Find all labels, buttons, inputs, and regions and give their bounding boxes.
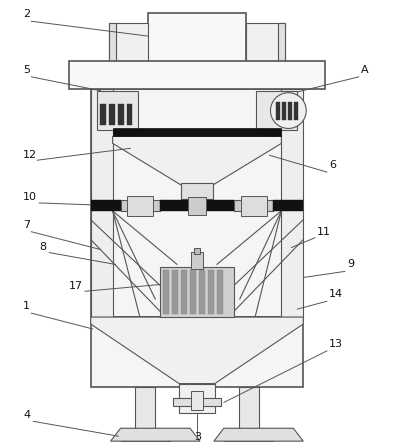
Bar <box>160 267 234 317</box>
Text: 3: 3 <box>194 432 201 442</box>
Bar <box>245 23 285 63</box>
Bar <box>181 183 213 199</box>
Bar <box>126 103 132 126</box>
Text: A: A <box>361 65 368 75</box>
Bar <box>109 23 149 63</box>
Bar <box>217 270 223 314</box>
Bar <box>91 89 113 317</box>
Bar <box>288 102 292 119</box>
Bar <box>173 398 221 406</box>
Bar <box>121 433 170 441</box>
Bar <box>100 103 106 126</box>
Text: 11: 11 <box>317 227 331 237</box>
Text: 5: 5 <box>23 65 30 75</box>
Bar <box>208 270 214 314</box>
Bar <box>179 384 215 413</box>
Polygon shape <box>91 317 303 384</box>
Bar <box>121 200 160 211</box>
Bar <box>136 387 155 436</box>
Polygon shape <box>214 428 303 441</box>
Bar <box>69 61 325 89</box>
Bar <box>128 196 153 216</box>
Text: 2: 2 <box>23 9 30 19</box>
Bar <box>234 200 273 211</box>
Bar <box>191 252 203 270</box>
Bar <box>160 200 234 211</box>
Bar <box>239 387 258 436</box>
Polygon shape <box>113 136 281 185</box>
Text: 17: 17 <box>69 281 83 291</box>
Bar <box>294 102 298 119</box>
Text: 12: 12 <box>23 150 37 160</box>
Text: 1: 1 <box>23 301 30 311</box>
Bar <box>224 433 273 441</box>
Bar <box>194 248 200 254</box>
Bar <box>117 103 124 126</box>
Bar <box>91 89 303 317</box>
Bar <box>188 197 206 215</box>
Bar <box>279 23 285 63</box>
Bar <box>191 391 203 410</box>
Bar <box>97 91 138 131</box>
Text: 8: 8 <box>39 242 46 252</box>
Bar <box>163 270 169 314</box>
Text: 10: 10 <box>23 192 37 202</box>
Bar <box>91 200 121 211</box>
Bar <box>281 89 303 317</box>
Text: 6: 6 <box>329 160 336 170</box>
Bar <box>282 102 286 119</box>
Bar <box>91 317 303 387</box>
Bar <box>256 91 297 131</box>
Bar <box>172 270 178 314</box>
Text: 13: 13 <box>329 339 343 349</box>
Bar <box>277 102 281 119</box>
Bar <box>273 200 303 211</box>
Bar <box>190 270 196 314</box>
Text: 7: 7 <box>23 220 30 230</box>
Bar <box>109 23 115 63</box>
Bar <box>149 13 245 68</box>
Bar <box>241 196 266 216</box>
Text: 9: 9 <box>347 259 354 270</box>
Bar <box>181 270 187 314</box>
Circle shape <box>270 93 306 128</box>
Bar <box>109 103 115 126</box>
Bar <box>199 270 205 314</box>
Bar <box>113 128 281 136</box>
Text: 14: 14 <box>329 289 343 299</box>
Text: 4: 4 <box>23 410 30 420</box>
Polygon shape <box>111 428 200 441</box>
